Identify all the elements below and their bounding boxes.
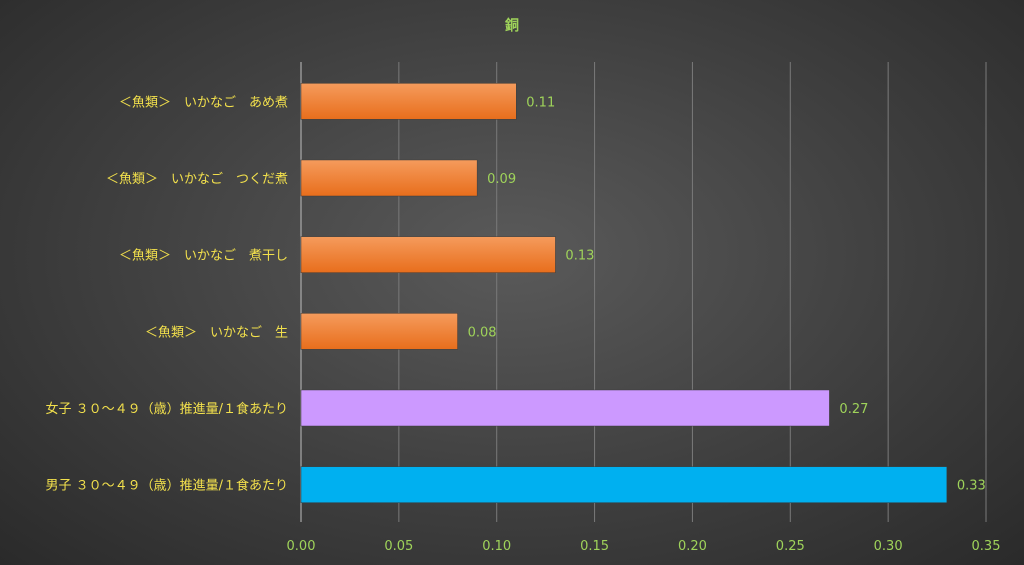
data-label: 0.27	[839, 402, 868, 417]
x-tick-label: 0.00	[287, 539, 316, 554]
data-label: 0.33	[957, 479, 986, 494]
x-tick-label: 0.25	[776, 539, 805, 554]
category-label: ＜魚類＞ いかなご つくだ煮	[106, 171, 288, 187]
data-label: 0.13	[565, 249, 594, 264]
bar	[300, 466, 948, 503]
x-tick-label: 0.35	[972, 539, 1001, 554]
bar	[300, 236, 556, 273]
category-label: ＜魚類＞ いかなご 煮干し	[119, 248, 288, 264]
data-label: 0.09	[487, 172, 516, 187]
category-label: 女子 ３０～４９（歳）推進量/１食あたり	[45, 401, 288, 417]
category-label: ＜魚類＞ いかなご 生	[145, 324, 288, 340]
bar	[300, 313, 458, 350]
bar	[300, 83, 517, 120]
x-tick-label: 0.20	[678, 539, 707, 554]
chart-title: 銅	[505, 17, 519, 34]
x-tick-label: 0.15	[580, 539, 609, 554]
data-label: 0.08	[468, 325, 497, 340]
x-tick-label: 0.10	[482, 539, 511, 554]
category-label: ＜魚類＞ いかなご あめ煮	[119, 94, 288, 110]
category-label: 男子 ３０～４９（歳）推進量/１食あたり	[45, 478, 288, 494]
data-label: 0.11	[526, 95, 555, 110]
x-tick-label: 0.05	[384, 539, 413, 554]
bar	[300, 389, 830, 427]
bar	[300, 159, 478, 197]
x-tick-label: 0.30	[874, 539, 903, 554]
